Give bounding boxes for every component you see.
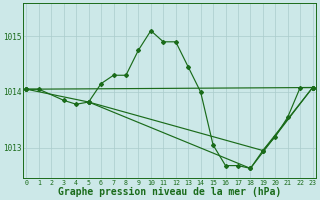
X-axis label: Graphe pression niveau de la mer (hPa): Graphe pression niveau de la mer (hPa) [58, 187, 281, 197]
